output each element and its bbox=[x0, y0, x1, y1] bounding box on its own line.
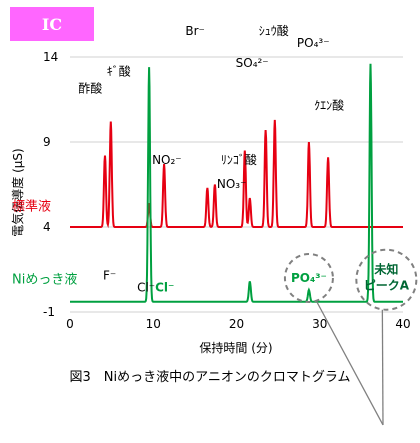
peak-label: ｼｭｳ酸 bbox=[259, 23, 289, 38]
ic-badge: IC bbox=[10, 7, 94, 41]
peak-labels: 標準液 Niめっき液 F⁻ ｷﾞ酸 Cl⁻ NO₂⁻ Br⁻ NO₃⁻ ﾘﾝｺﾞ酸 SO₄²⁻ ｼｭ… bbox=[12, 23, 410, 295]
x-axis-title: 保持時間 (分) bbox=[199, 340, 272, 355]
x-tick-label: 30 bbox=[312, 317, 327, 331]
peak-label: SO₄²⁻ bbox=[236, 56, 269, 70]
highlight-circle-po4 bbox=[283, 253, 334, 303]
peak-label-unknown-line2: ピークA bbox=[364, 279, 410, 293]
x-tick-label: 20 bbox=[229, 317, 244, 331]
y-tick-label: 9 bbox=[43, 135, 51, 149]
peak-label: 酢酸 bbox=[78, 81, 102, 96]
arrow-line-unknown bbox=[381, 309, 384, 426]
peak-label: F⁻ bbox=[103, 269, 116, 283]
peak-label: ｸｴﾝ酸 bbox=[314, 98, 344, 113]
peak-label: NO₂⁻ bbox=[152, 153, 182, 167]
peak-label-unknown-line1: 未知 bbox=[373, 262, 398, 277]
x-tick-label: 0 bbox=[66, 317, 74, 331]
y-tick-label: 4 bbox=[43, 220, 51, 234]
y-tick-label: 14 bbox=[43, 50, 58, 64]
ic-badge-label: IC bbox=[41, 14, 63, 34]
peak-label: Cl⁻ bbox=[137, 281, 155, 295]
series-line-0 bbox=[70, 119, 403, 229]
annotations bbox=[283, 248, 418, 426]
peak-label: PO₄³⁻ bbox=[297, 36, 330, 50]
series-lines bbox=[70, 63, 403, 303]
x-tick-label: 10 bbox=[146, 317, 161, 331]
highlight-circle-unknown bbox=[355, 248, 418, 311]
series-name-standard: 標準液 bbox=[12, 199, 51, 215]
y-axis-title: 電気伝導度 (μS) bbox=[10, 148, 25, 236]
series-name-ni-plating: Niめっき液 bbox=[12, 273, 77, 288]
axes: -1 4 9 14 0 10 20 30 40 保持時間 (分) 電気伝導度 (μS) bbox=[10, 50, 411, 355]
arrow-line-po4 bbox=[316, 301, 384, 426]
x-tick-label: 40 bbox=[395, 317, 410, 331]
series-line-1 bbox=[70, 63, 403, 303]
peak-label: NO₃⁻ bbox=[217, 177, 247, 191]
peak-label: ﾘﾝｺﾞ酸 bbox=[221, 152, 257, 167]
y-tick-label: -1 bbox=[43, 305, 55, 319]
figure-caption: 図3 Niめっき液中のアニオンのクロマトグラム bbox=[69, 370, 351, 385]
peak-label: ｷﾞ酸 bbox=[107, 64, 131, 79]
peak-label-cl: Cl⁻ bbox=[155, 281, 174, 295]
peak-label-po4: PO₄³⁻ bbox=[291, 271, 327, 285]
peak-label: Br⁻ bbox=[185, 24, 205, 38]
